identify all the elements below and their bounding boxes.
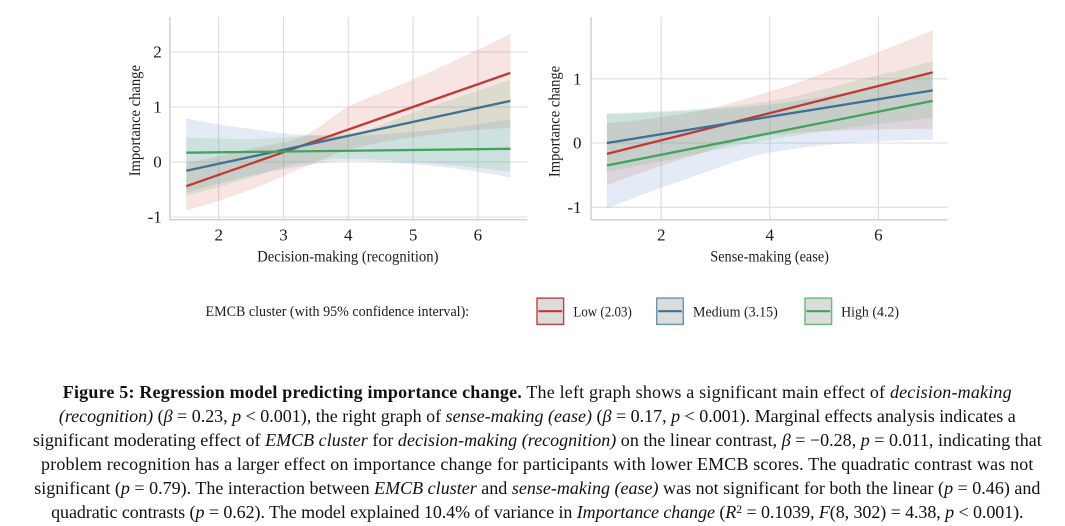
- svg-text:Medium (3.15): Medium (3.15): [693, 304, 778, 320]
- svg-text:1: 1: [573, 69, 582, 88]
- svg-text:-1: -1: [148, 208, 162, 227]
- svg-text:4: 4: [766, 225, 775, 244]
- svg-text:-1: -1: [567, 198, 581, 217]
- svg-text:2: 2: [657, 225, 666, 244]
- svg-text:Sense-making (ease): Sense-making (ease): [710, 249, 829, 266]
- svg-text:High (4.2): High (4.2): [841, 304, 899, 320]
- svg-text:5: 5: [409, 225, 418, 244]
- svg-text:0: 0: [573, 134, 582, 153]
- svg-text:2: 2: [153, 43, 162, 62]
- svg-text:EMCB cluster (with 95% confide: EMCB cluster (with 95% confidence interv…: [206, 304, 470, 320]
- svg-text:3: 3: [279, 225, 288, 244]
- svg-text:Decision-making (recognition): Decision-making (recognition): [257, 249, 438, 266]
- svg-text:0: 0: [153, 153, 162, 172]
- svg-text:Low (2.03): Low (2.03): [573, 304, 632, 320]
- svg-text:Importance change: Importance change: [127, 65, 144, 176]
- svg-text:6: 6: [474, 225, 483, 244]
- svg-text:4: 4: [344, 225, 353, 244]
- svg-text:6: 6: [874, 225, 883, 244]
- svg-text:Importance change: Importance change: [547, 66, 564, 177]
- svg-text:1: 1: [153, 98, 162, 117]
- svg-text:2: 2: [214, 225, 223, 244]
